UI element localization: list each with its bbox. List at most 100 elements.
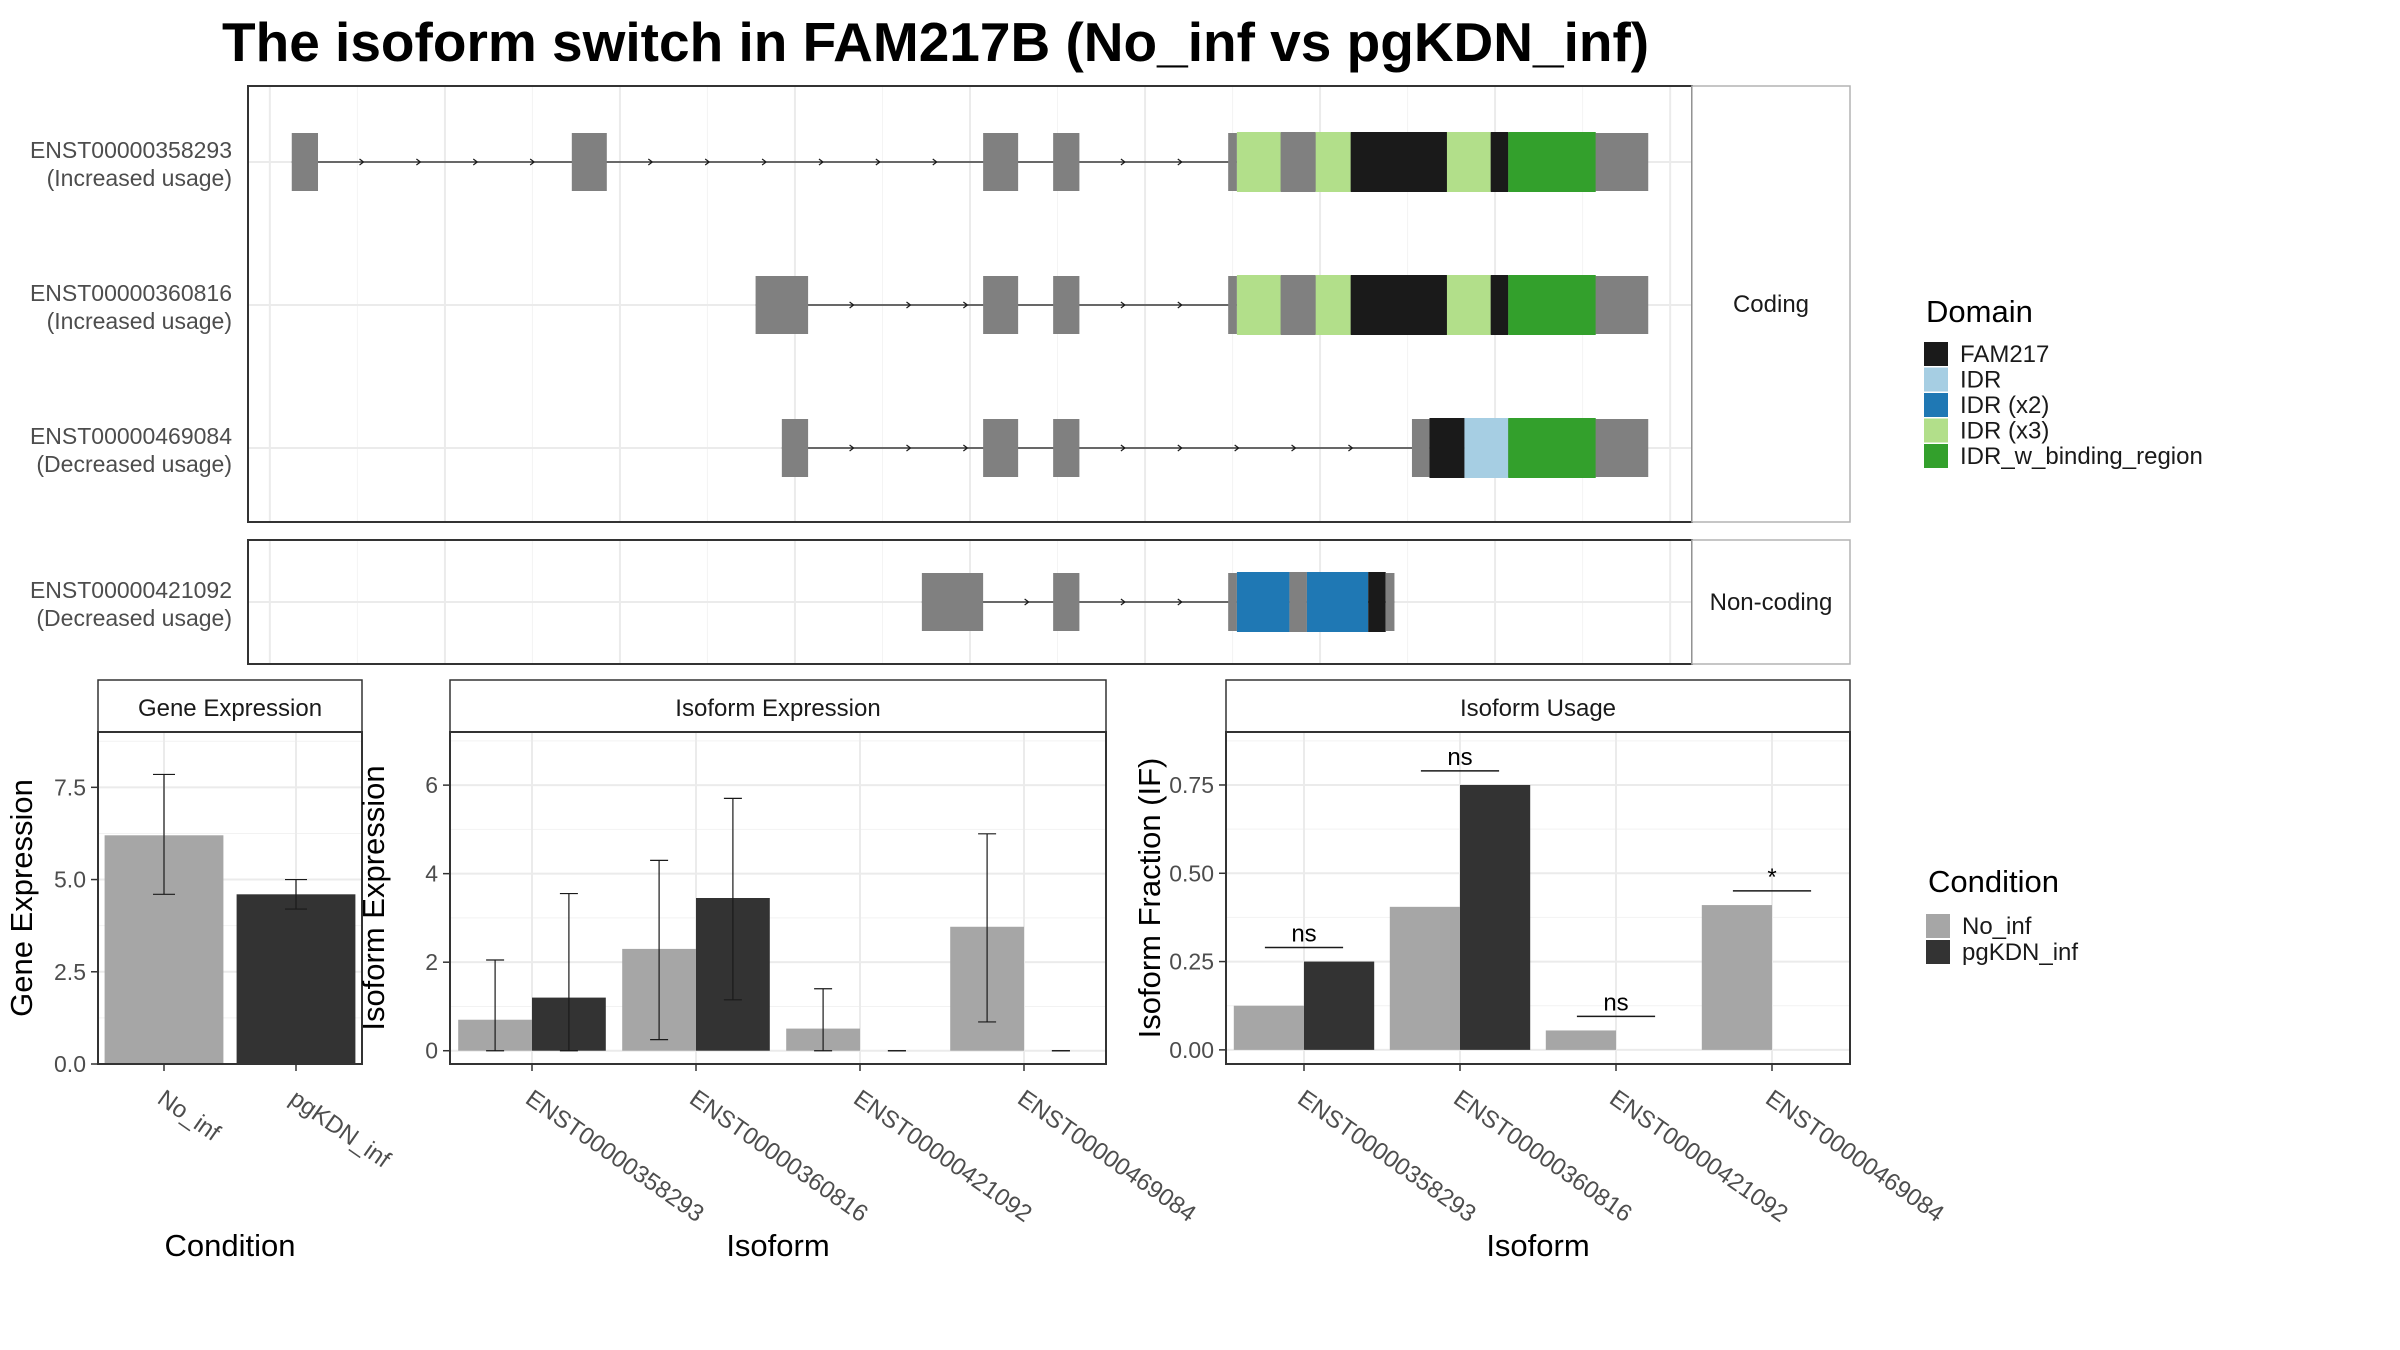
- y-axis-title: Gene Expression: [4, 779, 39, 1017]
- domain-block: [1508, 132, 1596, 192]
- y-tick-label: 0.00: [1169, 1037, 1214, 1063]
- domain-block: [1350, 275, 1447, 335]
- plot-panel-border: [449, 731, 1107, 1065]
- domain-legend-key: [1924, 444, 1948, 468]
- condition-legend-label: pgKDN_inf: [1962, 939, 2078, 966]
- intron-arrow: [1120, 444, 1126, 452]
- structure-strip: [1691, 85, 1851, 523]
- domain-block: [1429, 418, 1465, 478]
- x-tick-label: pgKDN_inf: [285, 1085, 396, 1174]
- domain-block: [1350, 132, 1447, 192]
- y-tick-label: 4: [425, 861, 438, 887]
- exon-block: [755, 276, 809, 334]
- cds-block: [1280, 275, 1316, 335]
- exon-block: [571, 133, 607, 191]
- domain-block: [1446, 275, 1491, 335]
- intron-arrow: [963, 444, 969, 452]
- y-tick-label: 5.0: [54, 867, 86, 893]
- plot-strip-label: Gene Expression: [138, 695, 322, 722]
- exon-block: [1053, 419, 1080, 477]
- bar: [1460, 784, 1531, 1050]
- cds-edge-block: [1228, 133, 1237, 191]
- x-tick-label: No_inf: [153, 1085, 226, 1147]
- intron-arrow: [818, 158, 824, 166]
- exon-block: [983, 276, 1019, 334]
- y-axis-title: Isoform Fraction (IF): [1132, 758, 1167, 1039]
- domain-block: [1446, 132, 1491, 192]
- intron-arrow: [1291, 444, 1297, 452]
- isoform-id-label: ENST00000358293: [30, 137, 232, 163]
- domain-block: [1315, 275, 1351, 335]
- y-tick-label: 2: [425, 949, 438, 975]
- intron-arrow: [1120, 158, 1126, 166]
- intron-arrow: [849, 301, 855, 309]
- plot-strip-label: Isoform Usage: [1460, 695, 1616, 722]
- bar: [1389, 906, 1460, 1050]
- significance-label: ns: [1603, 989, 1628, 1016]
- domain-block: [1236, 572, 1290, 632]
- cds-edge-block: [1595, 276, 1605, 334]
- domain-legend-key: [1924, 367, 1948, 392]
- structure-strip-label: Coding: [1733, 291, 1809, 318]
- intron-arrow: [359, 158, 365, 166]
- domain-block: [1490, 132, 1509, 192]
- domain-block: [1306, 572, 1369, 632]
- intron-arrow: [849, 444, 855, 452]
- intron-arrow: [1234, 444, 1240, 452]
- intron-arrow: [1177, 598, 1183, 606]
- plot-strip-label: Isoform Expression: [675, 695, 880, 722]
- domain-legend-key: [1924, 342, 1948, 366]
- figure-title: The isoform switch in FAM217B (No_inf vs…: [222, 11, 1650, 73]
- exon-block: [1053, 133, 1080, 191]
- x-tick-label: ENST00000360816: [685, 1085, 873, 1228]
- structure-strip: [1691, 539, 1851, 665]
- condition-legend-key: [1926, 940, 1950, 964]
- y-axis-title: Isoform Expression: [356, 765, 391, 1030]
- plot-strip: [449, 679, 1107, 733]
- intron-arrow: [761, 158, 768, 166]
- bar: [236, 894, 356, 1064]
- intron-arrow: [704, 158, 711, 166]
- exon-block: [983, 133, 1019, 191]
- significance-label: ns: [1291, 920, 1316, 947]
- domain-block: [1368, 572, 1386, 632]
- domain-legend-title: Domain: [1926, 294, 2033, 329]
- exon-block: [921, 573, 984, 631]
- plot-strip: [1225, 679, 1851, 733]
- isoform-usage-label: (Decreased usage): [36, 451, 232, 477]
- intron-arrow: [906, 301, 912, 309]
- y-tick-label: 0.25: [1169, 949, 1214, 975]
- x-tick-label: ENST00000469084: [1013, 1085, 1201, 1228]
- cds-edge-block: [1411, 419, 1430, 477]
- cds-block: [1289, 572, 1307, 632]
- structure-strip-label: Non-coding: [1710, 589, 1833, 616]
- bar: [1701, 905, 1772, 1050]
- cds-edge-block: [1228, 276, 1237, 334]
- intron-arrow: [416, 158, 422, 166]
- isoform-usage-label: (Increased usage): [47, 308, 232, 334]
- y-tick-label: 2.5: [54, 959, 86, 985]
- x-axis-title: Isoform: [1486, 1228, 1589, 1263]
- domain-block: [1508, 418, 1596, 478]
- domain-legend-label: IDR: [1960, 367, 2001, 394]
- domain-block: [1508, 275, 1596, 335]
- plot-panel-border: [97, 731, 363, 1065]
- y-tick-label: 0.50: [1169, 860, 1214, 886]
- domain-block: [1236, 132, 1281, 192]
- x-tick-label: ENST00000421092: [849, 1085, 1037, 1228]
- intron-arrow: [1177, 301, 1183, 309]
- cds-edge-block: [1595, 419, 1605, 477]
- y-tick-label: 7.5: [54, 774, 86, 800]
- y-tick-label: 0.0: [54, 1051, 86, 1077]
- condition-legend-key: [1926, 914, 1950, 938]
- isoform-id-label: ENST00000360816: [30, 280, 232, 306]
- condition-legend-title: Condition: [1928, 864, 2059, 899]
- domain-legend-label: IDR (x2): [1960, 392, 2049, 419]
- domain-legend-label: IDR_w_binding_region: [1960, 443, 2203, 470]
- intron-arrow: [1348, 444, 1354, 452]
- significance-label: ns: [1447, 744, 1472, 771]
- intron-arrow: [906, 444, 912, 452]
- isoform-id-label: ENST00000469084: [30, 423, 232, 449]
